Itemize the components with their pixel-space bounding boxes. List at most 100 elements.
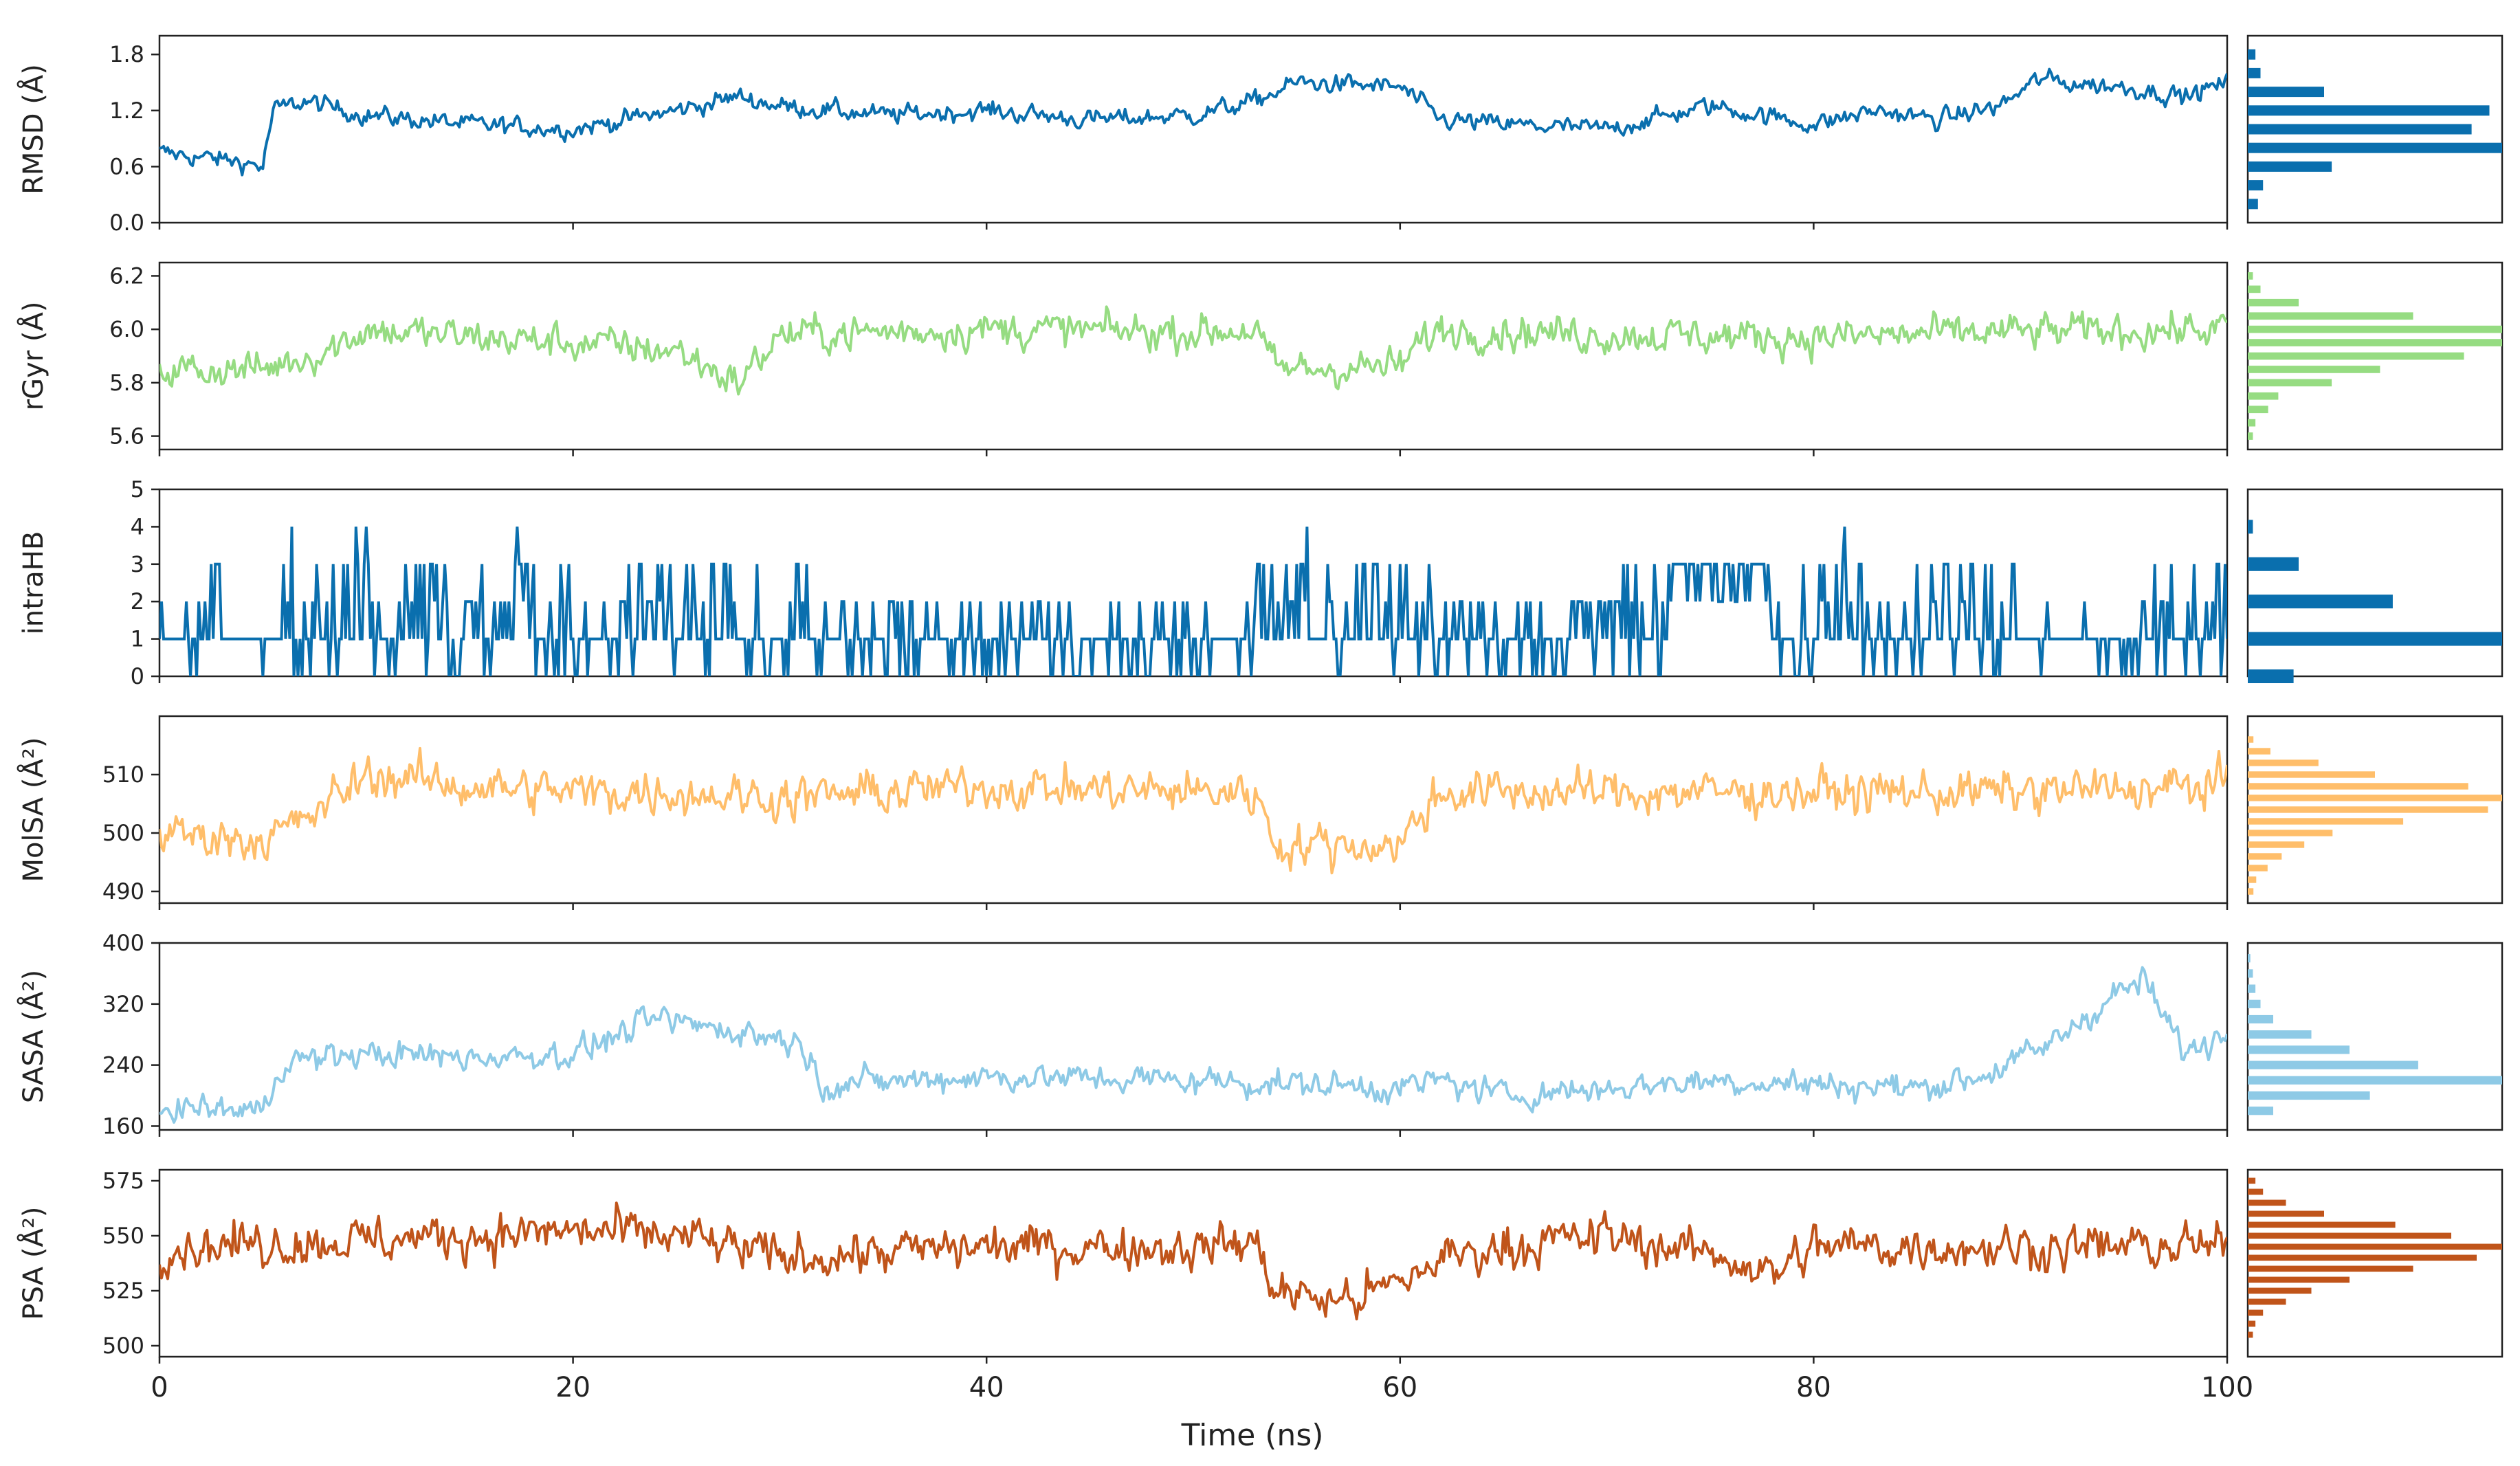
hist-bar-psa (2248, 1265, 2413, 1272)
hist-bar-rgyr (2248, 392, 2279, 400)
hist-bar-psa (2248, 1287, 2312, 1294)
y-tick-label: 4 (131, 513, 144, 540)
hist-bar-rgyr (2248, 272, 2253, 280)
hist-bar-sasa (2248, 1091, 2370, 1100)
y-tick-label: 525 (102, 1278, 144, 1304)
y-tick-label: 5 (131, 476, 144, 502)
hist-bar-molsa (2248, 759, 2319, 766)
hist-bar-molsa (2248, 748, 2270, 755)
hist-bar-rgyr (2248, 298, 2299, 307)
y-tick-label: 0 (131, 663, 144, 689)
hist-bar-molsa (2248, 736, 2254, 743)
hist-bar-molsa (2248, 783, 2468, 790)
x-tick-label: 80 (1796, 1372, 1831, 1403)
hist-bar-rgyr (2248, 352, 2464, 360)
hist-bar-molsa (2248, 853, 2282, 860)
series-line-intrahb (159, 526, 2227, 676)
series-line-rmsd (159, 67, 2227, 177)
hist-bar-sasa (2248, 1030, 2312, 1039)
x-axis-label: Time (ns) (1181, 1418, 1324, 1453)
hist-bar-sasa (2248, 969, 2253, 978)
hist-bar-intrahb (2248, 669, 2294, 683)
hist-frame-intrahb (2246, 488, 2504, 678)
hist-bar-rmsd (2248, 105, 2490, 116)
hist-bar-molsa (2248, 888, 2254, 895)
hist-bar-psa (2248, 1254, 2477, 1261)
hist-bar-psa (2248, 1243, 2502, 1250)
hist-bar-rmsd (2248, 67, 2261, 78)
hist-bar-psa (2248, 1221, 2396, 1228)
hist-bar-psa (2248, 1232, 2451, 1239)
hist-bar-rmsd (2248, 87, 2324, 98)
hist-bar-psa (2248, 1309, 2264, 1316)
hist-bar-intrahb (2248, 632, 2502, 646)
y-axis-label-psa: PSA (Å²) (16, 1207, 49, 1320)
hist-bar-molsa (2248, 806, 2488, 813)
hist-bar-sasa (2248, 999, 2261, 1008)
plot-frame-psa (158, 1168, 2229, 1358)
hist-bar-psa (2248, 1199, 2286, 1206)
plot-frame-rgyr (158, 261, 2229, 451)
hist-bar-rgyr (2248, 419, 2256, 427)
hist-bar-psa (2248, 1320, 2256, 1327)
panel-sasa: 160 240 320 400 SASA (Å²) (16, 930, 2504, 1139)
panel-intrahb: 0 1 2 3 4 5 intraHB (18, 476, 2504, 689)
x-tick-label: 60 (1382, 1372, 1417, 1403)
y-tick-label: 240 (102, 1052, 144, 1078)
y-axis-label-molsa: MolSA (Å²) (16, 737, 49, 882)
hist-bar-psa (2248, 1331, 2253, 1338)
y-axis-label-sasa: SASA (Å²) (16, 970, 49, 1103)
hist-bar-rmsd (2248, 49, 2256, 60)
series-line-rgyr (159, 305, 2227, 396)
hist-bar-rmsd (2248, 142, 2502, 153)
y-tick-label: 510 (102, 762, 144, 788)
panel-rgyr: 5.6 5.8 6.0 6.2 rGyr (Å) (16, 261, 2504, 456)
hist-bar-psa (2248, 1298, 2286, 1305)
y-tick-label: 6.0 (109, 316, 144, 342)
hist-bar-sasa (2248, 1060, 2418, 1069)
hist-bar-rgyr (2248, 325, 2502, 333)
hist-bar-sasa (2248, 1076, 2502, 1085)
hist-bar-molsa (2248, 841, 2305, 848)
hist-bar-psa (2248, 1210, 2324, 1217)
hist-bar-molsa (2248, 771, 2375, 778)
y-axis-label-rmsd: RMSD (Å) (16, 64, 49, 195)
y-tick-label: 1.8 (109, 41, 144, 67)
panel-molsa: 490 500 510 MolSA (Å²) (16, 715, 2504, 910)
panel-rmsd: 0.0 0.6 1.2 1.8 RMSD (Å) (16, 34, 2504, 236)
hist-bar-rgyr (2248, 379, 2332, 387)
y-tick-label: 320 (102, 991, 144, 1017)
hist-bar-psa (2248, 1177, 2256, 1184)
hist-bar-sasa (2248, 1014, 2273, 1024)
y-axis-label-rgyr: rGyr (Å) (16, 302, 49, 411)
panel-psa: 500 525 550 575 PSA (Å²) 0 20 40 60 80 100 (16, 1168, 2504, 1403)
hist-bar-rgyr (2248, 339, 2502, 346)
hist-bar-intrahb (2248, 520, 2253, 534)
hist-bar-rmsd (2248, 124, 2472, 135)
y-tick-label: 2 (131, 588, 144, 614)
y-tick-label: 3 (131, 551, 144, 577)
hist-bar-molsa (2248, 876, 2257, 883)
hist-bar-rgyr (2248, 432, 2253, 440)
y-tick-label: 500 (102, 820, 144, 846)
y-tick-label: 6.2 (109, 263, 144, 289)
series-line-psa (159, 1201, 2227, 1321)
hist-bar-psa (2248, 1188, 2264, 1195)
hist-bar-rmsd (2248, 180, 2264, 191)
x-tick-label: 100 (2201, 1372, 2253, 1403)
plot-frame-molsa (158, 715, 2229, 904)
hist-bar-intrahb (2248, 557, 2299, 571)
hist-bar-rgyr (2248, 285, 2261, 293)
y-tick-label: 5.6 (109, 423, 144, 449)
hist-bar-rmsd (2248, 161, 2332, 172)
hist-bar-molsa (2248, 865, 2268, 871)
y-axis-label-intrahb: intraHB (18, 531, 49, 635)
y-tick-label: 0.6 (109, 153, 144, 179)
y-tick-label: 5.8 (109, 370, 144, 396)
plot-frame-sasa (158, 942, 2229, 1131)
series-line-molsa (159, 746, 2227, 875)
y-tick-label: 160 (102, 1113, 144, 1139)
y-tick-label: 490 (102, 878, 144, 904)
plot-frame-rmsd (158, 34, 2229, 224)
